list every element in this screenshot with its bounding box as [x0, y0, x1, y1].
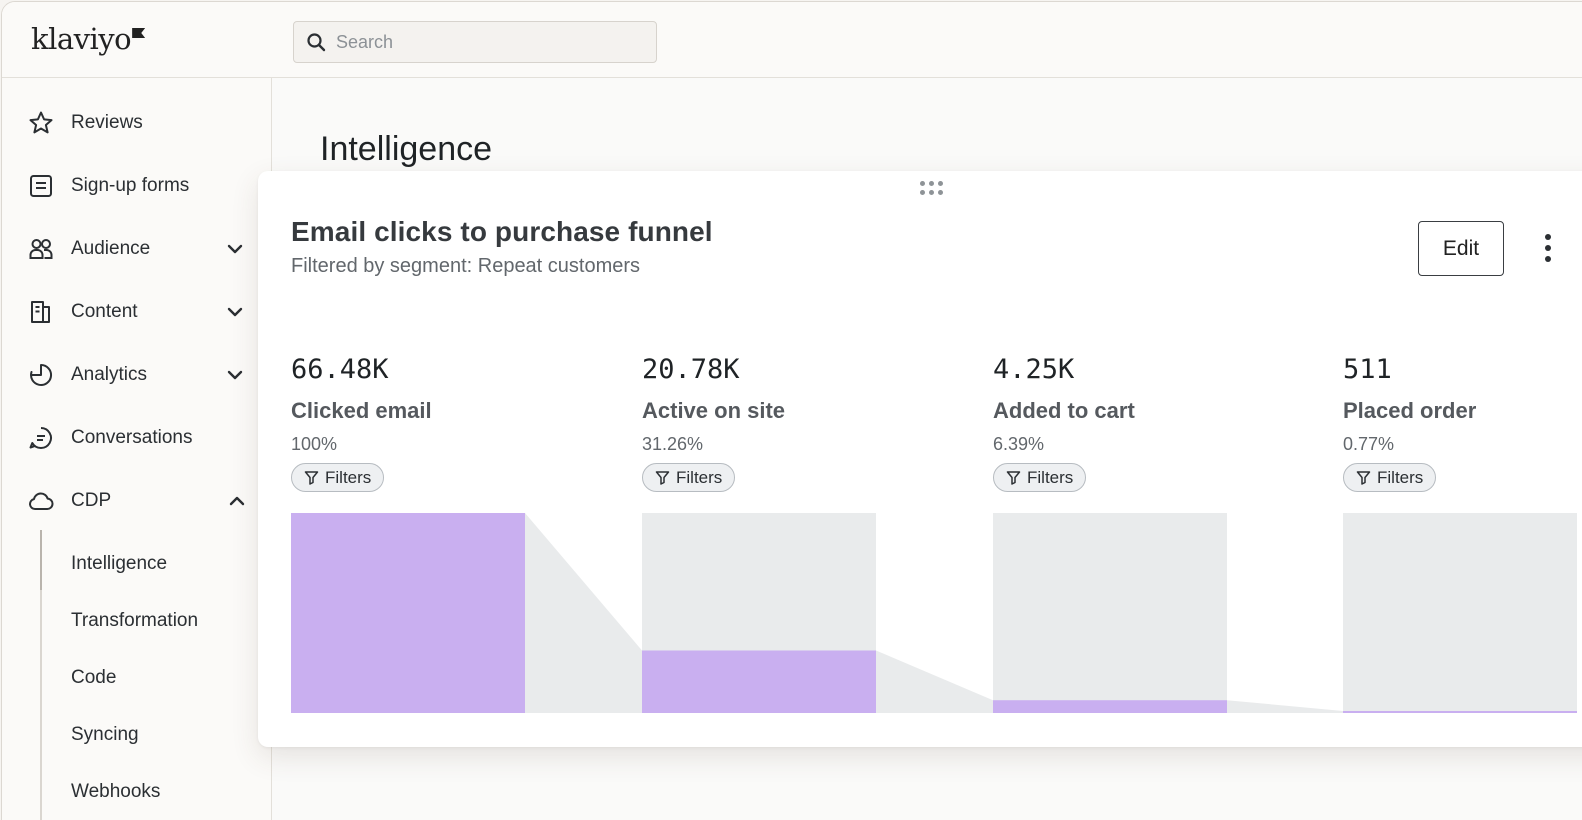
analytics-icon [28, 362, 54, 388]
content-icon [28, 299, 54, 325]
funnel-stage: 66.48K Clicked email 100% Filters [291, 354, 591, 492]
stage-label: Clicked email [291, 398, 432, 423]
stage-percentage: 100% [291, 434, 338, 454]
search-input[interactable] [336, 31, 636, 53]
funnel-connector [1227, 700, 1343, 713]
filters-label: Filters [1027, 467, 1074, 487]
sidebar-item-label: Sign-up forms [71, 175, 190, 196]
filters-button[interactable]: Filters [642, 463, 736, 492]
filters-button[interactable]: Filters [291, 463, 385, 492]
funnel-card: Email clicks to purchase funnel Filtered… [258, 171, 1582, 747]
more-options-icon[interactable] [1536, 231, 1560, 265]
sidebar-subitem-intelligence[interactable]: Intelligence [71, 553, 168, 574]
funnel-chart [291, 513, 1577, 713]
cloud-icon [28, 488, 54, 514]
top-bar: klaviyo [2, 2, 1582, 78]
stage-value: 511 [1343, 354, 1392, 385]
chat-icon [28, 425, 54, 451]
card-subtitle: Filtered by segment: Repeat customers [291, 255, 641, 277]
search-bar[interactable] [293, 21, 657, 63]
sidebar-subitem-webhooks[interactable]: Webhooks [71, 781, 161, 802]
funnel-bar [1343, 711, 1577, 713]
sidebar-item-label: Analytics [71, 364, 148, 385]
funnel-stage: 511 Placed order 0.77% Filters [1343, 354, 1582, 492]
chevron-up-icon[interactable] [226, 490, 248, 512]
sidebar-item-label: Content [71, 301, 138, 322]
logo-flag-icon [132, 28, 146, 38]
stage-percentage: 6.39% [993, 434, 1045, 454]
filter-icon [1006, 471, 1021, 485]
funnel-bar-track [1343, 513, 1577, 713]
form-icon [28, 173, 54, 199]
users-icon [28, 236, 54, 262]
stage-label: Active on site [642, 398, 786, 423]
funnel-bar [291, 513, 525, 713]
filters-label: Filters [325, 467, 372, 487]
drag-handle-icon[interactable] [920, 179, 948, 197]
funnel-bar [642, 650, 876, 713]
sidebar-item-reviews[interactable]: Reviews [2, 98, 271, 148]
sidebar-item-signup-forms[interactable]: Sign-up forms [2, 161, 271, 211]
sidebar-item-content[interactable]: Content [2, 287, 271, 337]
logo-text: klaviyo [31, 22, 132, 56]
chevron-down-icon[interactable] [224, 364, 246, 386]
search-icon [306, 32, 326, 52]
stage-value: 4.25K [993, 354, 1075, 385]
funnel-bar [993, 700, 1227, 713]
funnel-bar-track [993, 513, 1227, 713]
sidebar-item-cdp[interactable]: CDP [2, 476, 271, 526]
funnel-stage: 20.78K Active on site 31.26% Filters [642, 354, 942, 492]
funnel-connector [525, 513, 642, 713]
sidebar-item-label: Conversations [71, 427, 193, 448]
chevron-down-icon[interactable] [224, 301, 246, 323]
filter-icon [655, 471, 670, 485]
chevron-down-icon[interactable] [224, 238, 246, 260]
funnel-stage: 4.25K Added to cart 6.39% Filters [993, 354, 1293, 492]
card-title: Email clicks to purchase funnel [291, 216, 713, 247]
stage-value: 66.48K [291, 354, 389, 385]
edit-button[interactable]: Edit [1418, 221, 1504, 276]
submenu-guide-line [40, 530, 42, 820]
sidebar-item-label: CDP [71, 490, 112, 511]
filter-icon [304, 471, 319, 485]
sidebar-item-audience[interactable]: Audience [2, 224, 271, 274]
sidebar-item-conversations[interactable]: Conversations [2, 413, 271, 463]
stage-percentage: 0.77% [1343, 434, 1395, 454]
page-title: Intelligence [320, 130, 493, 168]
star-icon [28, 110, 54, 136]
sidebar-subitem-code[interactable]: Code [71, 667, 117, 688]
stage-label: Added to cart [993, 398, 1135, 423]
filters-label: Filters [1377, 467, 1424, 487]
filter-icon [1356, 471, 1371, 485]
sidebar-item-analytics[interactable]: Analytics [2, 350, 271, 400]
funnel-connector [876, 650, 993, 713]
stage-label: Placed order [1343, 398, 1477, 423]
sidebar: Reviews Sign-up forms Audience Content [2, 78, 272, 820]
sidebar-subitem-syncing[interactable]: Syncing [71, 724, 139, 745]
filters-label: Filters [676, 467, 723, 487]
filters-button[interactable]: Filters [1343, 463, 1437, 492]
sidebar-item-label: Audience [71, 238, 151, 259]
sidebar-item-label: Reviews [71, 112, 143, 133]
submenu-active-indicator [40, 530, 42, 590]
stage-value: 20.78K [642, 354, 740, 385]
stage-percentage: 31.26% [642, 434, 704, 454]
filters-button[interactable]: Filters [993, 463, 1087, 492]
sidebar-subitem-transformation[interactable]: Transformation [71, 610, 199, 631]
klaviyo-logo[interactable]: klaviyo [31, 22, 146, 62]
